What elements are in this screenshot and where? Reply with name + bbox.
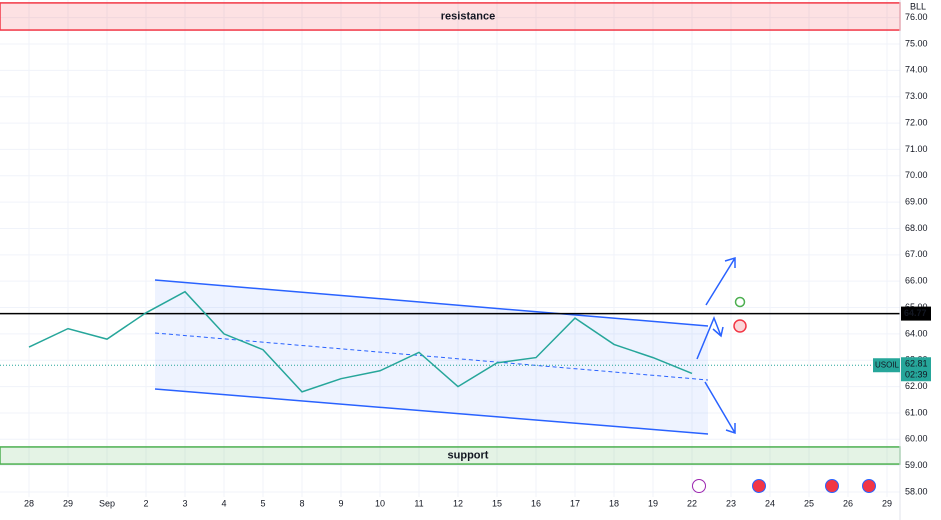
x-tick-label: 10: [375, 498, 385, 508]
y-tick-label: 73.00: [905, 91, 928, 101]
y-tick-label: 72.00: [905, 117, 928, 127]
y-tick-label: 70.00: [905, 170, 928, 180]
y-tick-label: 71.00: [905, 144, 928, 154]
x-tick-label: 22: [687, 498, 697, 508]
symbol-label: USOIL: [875, 360, 900, 369]
grid: [0, 0, 900, 497]
y-tick-label: 75.00: [905, 38, 928, 48]
x-tick-label: 28: [24, 498, 34, 508]
x-tick-label: 19: [648, 498, 658, 508]
x-tick-label: 23: [726, 498, 736, 508]
channel-fill: [155, 280, 708, 434]
y-tick-label: 64.00: [905, 328, 928, 338]
y-tick-label: 67.00: [905, 249, 928, 259]
x-tick-label: 24: [765, 498, 775, 508]
x-tick-label: 18: [609, 498, 619, 508]
zones: resistance support: [0, 2, 901, 465]
y-tick-label: 66.00: [905, 276, 928, 286]
x-tick-label: 29: [882, 498, 892, 508]
x-tick-label: 26: [843, 498, 853, 508]
marker-red: [733, 319, 747, 333]
channel-upper: [154, 279, 709, 327]
level-tag: [901, 306, 931, 321]
level-label: 64.77: [904, 308, 927, 318]
y-tick-label: 61.00: [905, 407, 928, 417]
x-tick-label: 2: [143, 498, 148, 508]
x-tick-label: 12: [453, 498, 463, 508]
event-icon[interactable]: [752, 479, 766, 493]
symbol-tag: [873, 358, 900, 373]
x-tick-label: 5: [260, 498, 265, 508]
x-tick-label: 4: [221, 498, 226, 508]
countdown-label: 02:39: [905, 370, 928, 380]
x-tick-label: 3: [182, 498, 187, 508]
y-tick-label: 69.00: [905, 196, 928, 206]
y-tick-label: 59.00: [905, 460, 928, 470]
y-tick-label: 76.00: [905, 12, 928, 22]
x-tick-label: 17: [570, 498, 580, 508]
price-tag: [901, 357, 931, 382]
x-tick-label: 15: [492, 498, 502, 508]
arrow-down: [704, 381, 736, 435]
arrow-up: [705, 256, 736, 306]
price-line: [28, 290, 693, 393]
arrows: [696, 256, 736, 435]
x-tick-label: 11: [414, 498, 423, 508]
x-tick-label: Sep: [99, 498, 115, 508]
price-label: 62.81: [905, 359, 928, 369]
y-tick-label: 62.00: [905, 381, 928, 391]
event-icon[interactable]: [692, 479, 706, 493]
x-tick-label: 29: [63, 498, 73, 508]
event-icon[interactable]: [862, 479, 876, 493]
y-tick-label: 74.00: [905, 65, 928, 75]
x-tick-label: 9: [338, 498, 343, 508]
marker-green: [734, 296, 746, 308]
channel-lower: [154, 388, 709, 435]
unit-label: BLL: [910, 1, 926, 11]
zone-label: resistance: [441, 10, 495, 22]
data: [0, 290, 900, 393]
x-tick-label: 8: [299, 498, 304, 508]
axes: 58.0059.0060.0061.0062.0063.0064.0065.00…: [24, 12, 931, 508]
y-tick-label: 68.00: [905, 223, 928, 233]
zone-label: support: [448, 449, 489, 461]
y-tick-label: 60.00: [905, 434, 928, 444]
channel-mid: [154, 332, 709, 381]
x-tick-label: 25: [804, 498, 814, 508]
x-tick-label: 16: [531, 498, 541, 508]
event-icon[interactable]: [825, 479, 839, 493]
y-tick-label: 58.00: [905, 486, 928, 496]
arrow-mid: [696, 315, 724, 360]
